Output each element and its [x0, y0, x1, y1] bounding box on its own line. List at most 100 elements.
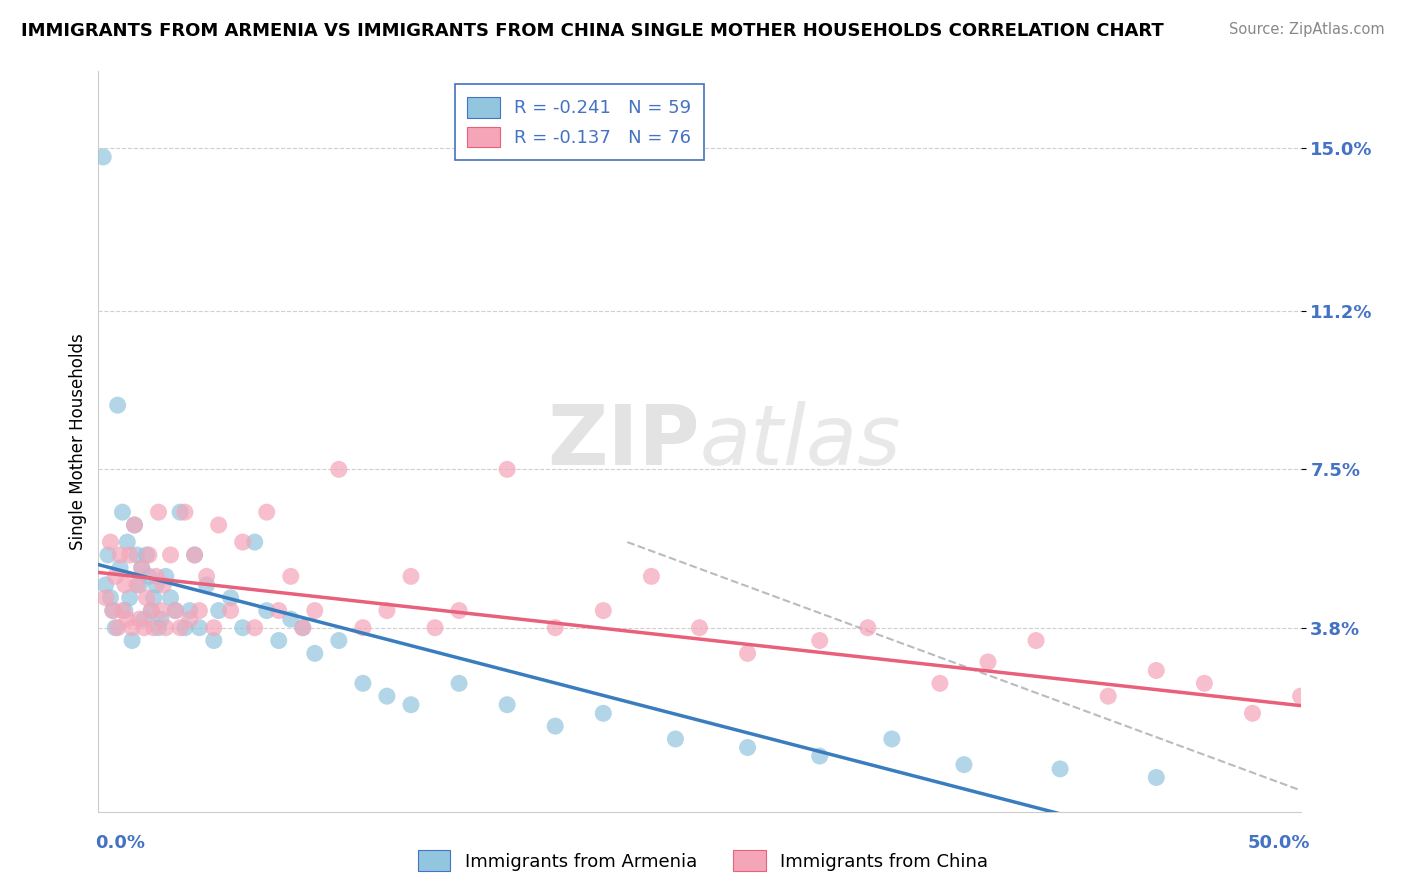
Point: [152, 578, 174, 592]
Point: [121, 633, 143, 648]
Point: [243, 535, 266, 549]
Point: [183, 548, 205, 562]
Point: [141, 604, 163, 618]
Point: [135, 591, 157, 605]
Point: [100, 535, 122, 549]
Point: [118, 591, 141, 605]
Point: [232, 621, 254, 635]
Point: [124, 518, 146, 533]
Point: [267, 604, 290, 618]
Point: [243, 621, 266, 635]
Point: [142, 621, 165, 635]
Point: [1337, 719, 1360, 733]
Point: [179, 604, 201, 618]
Point: [291, 621, 314, 635]
Point: [108, 548, 131, 562]
Point: [111, 505, 134, 519]
Point: [232, 535, 254, 549]
Point: [97, 548, 120, 562]
Point: [114, 604, 136, 618]
Point: [544, 621, 567, 635]
Point: [328, 462, 350, 476]
Point: [664, 731, 686, 746]
Point: [124, 518, 146, 533]
Point: [128, 578, 150, 592]
Point: [1241, 706, 1264, 721]
Text: IMMIGRANTS FROM ARMENIA VS IMMIGRANTS FROM CHINA SINGLE MOTHER HOUSEHOLDS CORREL: IMMIGRANTS FROM ARMENIA VS IMMIGRANTS FR…: [21, 22, 1164, 40]
Point: [352, 621, 374, 635]
Point: [953, 757, 976, 772]
Point: [149, 604, 172, 618]
Point: [132, 621, 155, 635]
Point: [125, 548, 148, 562]
Point: [145, 569, 167, 583]
Point: [1289, 689, 1312, 703]
Point: [169, 505, 191, 519]
Point: [592, 604, 614, 618]
Point: [174, 621, 197, 635]
Point: [135, 548, 157, 562]
Point: [640, 569, 662, 583]
Point: [131, 561, 153, 575]
Point: [128, 612, 150, 626]
Point: [208, 518, 231, 533]
Point: [141, 604, 163, 618]
Legend: Immigrants from Armenia, Immigrants from China: Immigrants from Armenia, Immigrants from…: [411, 843, 995, 879]
Point: [256, 505, 278, 519]
Point: [107, 398, 129, 412]
Point: [138, 569, 160, 583]
Point: [928, 676, 950, 690]
Point: [125, 578, 148, 592]
Text: 0.0%: 0.0%: [96, 834, 146, 852]
Point: [101, 604, 124, 618]
Point: [328, 633, 350, 648]
Point: [155, 569, 177, 583]
Point: [880, 731, 903, 746]
Point: [188, 604, 211, 618]
Point: [447, 604, 470, 618]
Point: [202, 621, 225, 635]
Point: [375, 689, 398, 703]
Point: [195, 569, 218, 583]
Point: [1049, 762, 1071, 776]
Point: [219, 591, 242, 605]
Legend: R = -0.241   N = 59, R = -0.137   N = 76: R = -0.241 N = 59, R = -0.137 N = 76: [454, 84, 704, 160]
Point: [169, 621, 191, 635]
Point: [202, 633, 225, 648]
Point: [352, 676, 374, 690]
Point: [174, 505, 197, 519]
Point: [142, 591, 165, 605]
Text: 50.0%: 50.0%: [1249, 834, 1310, 852]
Point: [1144, 664, 1167, 678]
Point: [737, 646, 759, 660]
Point: [159, 548, 181, 562]
Point: [977, 655, 1000, 669]
Point: [165, 604, 187, 618]
Point: [291, 621, 314, 635]
Point: [447, 676, 470, 690]
Point: [148, 505, 170, 519]
Text: ZIP: ZIP: [547, 401, 699, 482]
Point: [280, 569, 302, 583]
Point: [188, 621, 211, 635]
Point: [256, 604, 278, 618]
Point: [375, 604, 398, 618]
Point: [111, 604, 134, 618]
Point: [496, 462, 519, 476]
Point: [131, 561, 153, 575]
Point: [1194, 676, 1216, 690]
Text: atlas: atlas: [699, 401, 901, 482]
Point: [399, 698, 422, 712]
Point: [179, 612, 201, 626]
Point: [148, 621, 170, 635]
Point: [195, 578, 218, 592]
Point: [267, 633, 290, 648]
Point: [219, 604, 242, 618]
Point: [183, 548, 205, 562]
Point: [1144, 771, 1167, 785]
Point: [117, 535, 139, 549]
Point: [496, 698, 519, 712]
Point: [304, 646, 326, 660]
Point: [544, 719, 567, 733]
Point: [118, 548, 141, 562]
